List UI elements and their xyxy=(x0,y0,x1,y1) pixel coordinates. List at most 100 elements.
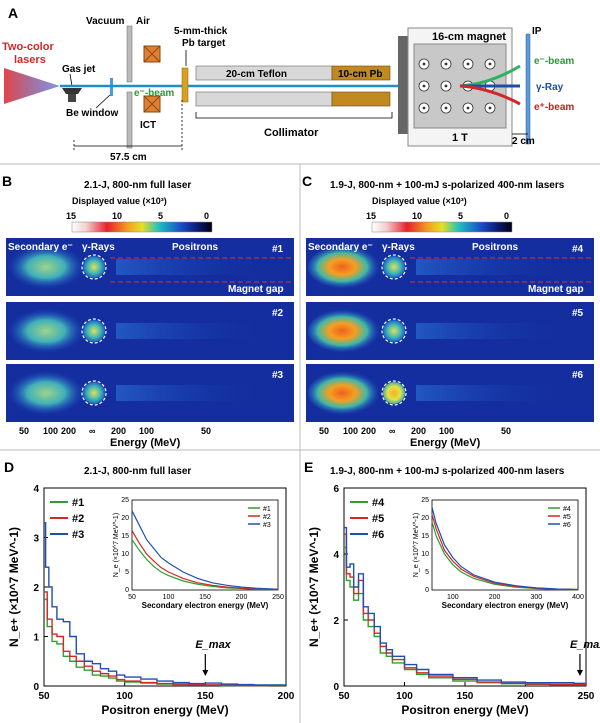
inset-x-tick-label: 400 xyxy=(572,594,584,601)
x-tick-label: 100 xyxy=(396,691,413,702)
y-tick-label: 2 xyxy=(33,583,39,594)
ict-coil-cross xyxy=(143,95,161,113)
inset-legend-label: #3 xyxy=(263,522,271,529)
inset-y-tick-label: 20 xyxy=(121,515,129,522)
panel-letter: B xyxy=(2,173,12,189)
emax-arrowhead xyxy=(202,670,209,676)
inset-y-tick-label: 25 xyxy=(121,497,129,504)
positron-tail xyxy=(116,259,276,275)
secondary-label: Secondary e⁻ xyxy=(308,242,373,253)
series-line xyxy=(344,526,587,685)
energy-tick: 100 xyxy=(439,426,454,436)
inset-series-line xyxy=(131,510,279,590)
x-tick-label: 250 xyxy=(578,691,595,702)
dist2-label: 2 cm xyxy=(512,136,535,147)
colorbar xyxy=(371,221,513,233)
colorbar-tick: 15 xyxy=(66,211,76,221)
gamma-circle xyxy=(381,380,407,406)
field-dot-center xyxy=(422,106,426,110)
energy-tick: 100 xyxy=(139,426,154,436)
field-dot-center xyxy=(488,106,492,110)
inset-y-tick-label: 0 xyxy=(425,587,429,594)
energy-tick: 50 xyxy=(201,426,211,436)
x-tick-label: 50 xyxy=(338,691,350,702)
x-tick-label: 200 xyxy=(517,691,534,702)
chamber-wall xyxy=(126,25,133,83)
secondary-electron-signal xyxy=(8,309,84,353)
colorbar-tick: 0 xyxy=(204,211,209,221)
gamma-spot xyxy=(83,382,105,404)
vacuum-label: Vacuum xyxy=(86,16,124,27)
field-dot-center xyxy=(422,84,426,88)
air-label: Air xyxy=(136,16,150,27)
inset-y-tick-label: 0 xyxy=(125,587,129,594)
panel-c: C 1.9-J, 800-nm + 100-mJ s-polarized 400-… xyxy=(302,173,594,449)
secondary-label: Secondary e⁻ xyxy=(8,242,73,253)
energy-tick: 200 xyxy=(61,426,76,436)
panel-title: 2.1-J, 800-nm full laser xyxy=(84,180,191,191)
inset-x-label: Secondary electron energy (MeV) xyxy=(142,601,269,610)
target-label: 5-mm-thick Pb target xyxy=(174,26,230,49)
inset-series-line xyxy=(431,507,579,591)
energy-tick: ∞ xyxy=(389,426,396,436)
inset-x-tick-label: 200 xyxy=(489,594,501,601)
shot-label: #4 xyxy=(572,244,584,255)
inset-frame xyxy=(131,499,279,591)
panel-a: A Two-color lasers Gas jet Be window Vac… xyxy=(2,5,574,163)
energy-tick: 50 xyxy=(19,426,29,436)
x-tick-label: 100 xyxy=(116,691,133,702)
energy-axis-label: Energy (MeV) xyxy=(110,437,181,449)
positrons-label: Positrons xyxy=(172,242,219,253)
gamma-circle xyxy=(81,254,107,280)
x-tick-label: 150 xyxy=(457,691,474,702)
gamma-spot xyxy=(383,320,405,342)
y-tick-label: 3 xyxy=(33,534,39,545)
shot-label: #5 xyxy=(572,308,584,319)
gamma-label: γ-Rays xyxy=(382,242,415,253)
positron-tail xyxy=(416,259,576,275)
image-plate xyxy=(525,33,531,145)
emax-arrowhead xyxy=(576,670,583,676)
gamma-label: γ-Rays xyxy=(82,242,115,253)
inset-series-line xyxy=(131,530,279,591)
field-dot-center xyxy=(444,84,448,88)
y-tick-label: 0 xyxy=(33,682,39,693)
gamma-spot xyxy=(83,320,105,342)
out-pos-label: e⁺-beam xyxy=(534,102,574,113)
y-tick-label: 4 xyxy=(33,484,39,495)
y-tick-label: 1 xyxy=(33,633,39,644)
emax-label: E_max xyxy=(195,639,231,651)
field-dot-center xyxy=(444,62,448,66)
inset-y-tick-label: 10 xyxy=(121,551,129,558)
inset-y-tick-label: 5 xyxy=(125,569,129,576)
panel-letter: E xyxy=(304,459,313,475)
gamma-spot xyxy=(383,256,405,278)
x-axis-label: Positron energy (MeV) xyxy=(401,703,528,717)
ebeam-label: e⁻-beam xyxy=(134,88,174,99)
positron-tail xyxy=(116,385,276,401)
target-line: Pb target xyxy=(182,38,226,49)
inset-legend-label: #4 xyxy=(563,506,571,513)
inset-x-label: Secondary electron energy (MeV) xyxy=(442,601,569,610)
out-gamma-label: γ-Ray xyxy=(536,82,564,93)
energy-tick: 200 xyxy=(411,426,426,436)
inset-legend-label: #5 xyxy=(563,514,571,521)
energy-axis-label: Energy (MeV) xyxy=(410,437,481,449)
out-pos-path xyxy=(459,84,521,106)
colorbar-label: Displayed value (×10³) xyxy=(72,196,167,206)
colorbar-label: Displayed value (×10³) xyxy=(372,196,467,206)
legend-label: #4 xyxy=(372,497,385,509)
gamma-circle xyxy=(381,254,407,280)
energy-tick: 50 xyxy=(319,426,329,436)
x-tick-label: 50 xyxy=(38,691,50,702)
secondary-electron-signal xyxy=(308,245,384,289)
colorbar-tick: 15 xyxy=(366,211,376,221)
secondary-electron-signal xyxy=(8,371,84,415)
inset-x-tick-label: 50 xyxy=(128,594,136,601)
emax-label: E_max xyxy=(570,639,600,651)
gamma-spot xyxy=(383,382,405,404)
gamma-circle xyxy=(81,318,107,344)
inset-frame xyxy=(431,499,579,591)
energy-tick: 100 xyxy=(343,426,358,436)
field-dot-center xyxy=(466,106,470,110)
